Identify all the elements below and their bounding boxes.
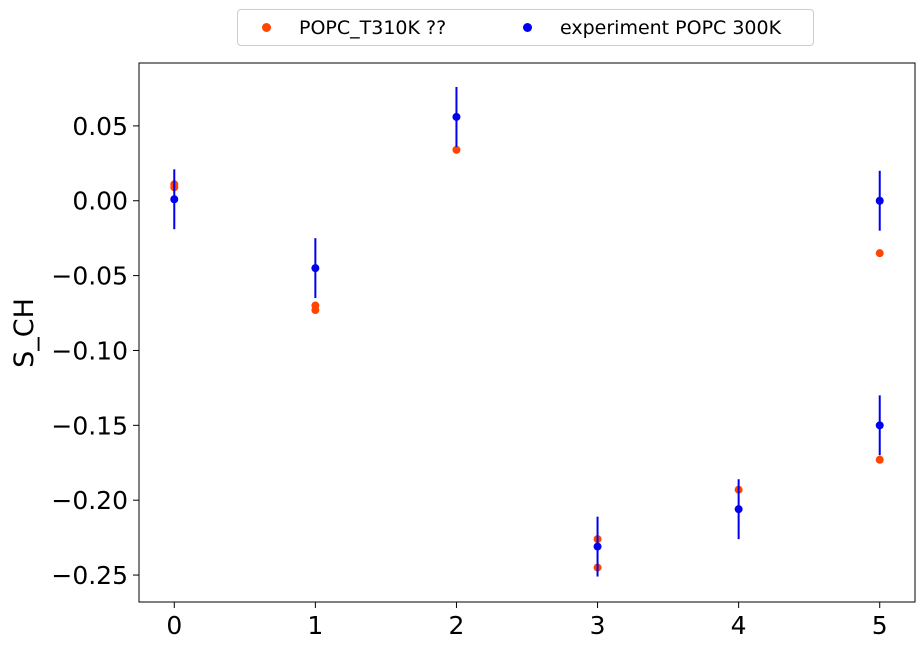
y-tick-label: 0.05 xyxy=(72,112,128,141)
y-tick-label: −0.25 xyxy=(51,561,128,590)
x-tick-label: 4 xyxy=(731,611,747,640)
simulation-point xyxy=(452,145,461,154)
simulation-point xyxy=(875,455,884,464)
x-tick-label: 5 xyxy=(872,611,888,640)
plot-area xyxy=(138,62,916,603)
experiment-point xyxy=(875,196,884,205)
legend-label-experiment: experiment POPC 300K xyxy=(560,16,782,39)
y-axis-label: S_CH xyxy=(9,298,40,368)
y-tick-label: −0.10 xyxy=(51,336,128,365)
experiment-point xyxy=(593,542,602,551)
x-tick-label: 3 xyxy=(590,611,606,640)
legend-entry-experiment: experiment POPC 300K xyxy=(523,17,781,39)
x-axis: 0 1 2 3 4 5 xyxy=(166,602,888,640)
simulation-point xyxy=(311,306,320,315)
data-marks xyxy=(170,86,884,577)
y-tick-label: −0.05 xyxy=(51,262,128,291)
legend-label-simulation: POPC_T310K ?? xyxy=(299,16,447,39)
y-tick-label: 0.00 xyxy=(72,187,128,216)
y-tick-label: −0.20 xyxy=(51,486,128,515)
x-tick-label: 0 xyxy=(166,611,182,640)
experiment-point xyxy=(734,505,743,514)
y-axis: 0.05 0.00 −0.05 −0.10 −0.15 −0.20 −0.25 xyxy=(51,112,139,590)
legend-marker-simulation xyxy=(262,23,271,32)
legend-entry-simulation: POPC_T310K ?? xyxy=(262,17,446,39)
experiment-point xyxy=(875,421,884,430)
simulation-point xyxy=(875,249,884,258)
y-tick-label: −0.15 xyxy=(51,411,128,440)
x-tick-label: 2 xyxy=(449,611,465,640)
legend: POPC_T310K ?? experiment POPC 300K xyxy=(237,9,814,46)
x-tick-label: 1 xyxy=(307,611,323,640)
legend-marker-experiment xyxy=(523,23,532,32)
experiment-point xyxy=(452,112,461,121)
experiment-point xyxy=(170,195,179,204)
experiment-point xyxy=(311,264,320,273)
